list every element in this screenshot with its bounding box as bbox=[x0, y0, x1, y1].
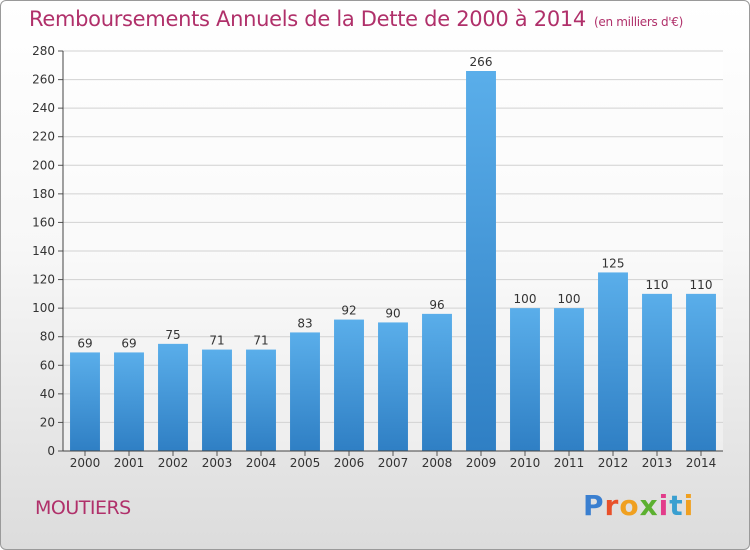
commune-name: MOUTIERS bbox=[35, 497, 131, 519]
chart-title: Remboursements Annuels de la Dette de 20… bbox=[29, 7, 683, 31]
data-label-2010: 100 bbox=[514, 292, 537, 306]
x-tick-label-2007: 2007 bbox=[378, 456, 409, 470]
axes: 0 20 40 60 80 100 120 140 160 180 200 220 240 260 280 2… bbox=[32, 44, 723, 470]
chart-title-text: Remboursements Annuels de la Dette de 20… bbox=[29, 7, 586, 31]
y-tick-label: 40 bbox=[40, 387, 55, 401]
data-label-2005: 83 bbox=[297, 316, 312, 330]
data-label-2008: 96 bbox=[429, 298, 444, 312]
y-tick-label: 120 bbox=[32, 273, 55, 287]
bar-2001 bbox=[114, 352, 144, 451]
y-tick-label: 160 bbox=[32, 215, 55, 229]
data-label-2003: 71 bbox=[209, 334, 224, 348]
data-label-2012: 125 bbox=[602, 256, 625, 270]
bar-2013 bbox=[642, 293, 672, 451]
bar-2005 bbox=[290, 332, 320, 451]
proxiti-logo: Proxiti bbox=[583, 489, 694, 522]
y-tick-label: 280 bbox=[32, 44, 55, 58]
bar-2012 bbox=[598, 272, 628, 451]
logo-letter: x bbox=[639, 489, 659, 522]
x-tick-label-2014: 2014 bbox=[686, 456, 717, 470]
x-tick-label-2010: 2010 bbox=[510, 456, 541, 470]
y-tick-label: 180 bbox=[32, 187, 55, 201]
y-tick-label: 140 bbox=[32, 244, 55, 258]
bar-2014 bbox=[686, 293, 716, 451]
data-label-2011: 100 bbox=[558, 292, 581, 306]
x-tick-label-2000: 2000 bbox=[70, 456, 101, 470]
x-tick-label-2003: 2003 bbox=[202, 456, 233, 470]
y-tick-label: 80 bbox=[40, 330, 55, 344]
bar-2006 bbox=[334, 319, 364, 451]
bar-2009 bbox=[466, 71, 496, 451]
bar-2007 bbox=[378, 322, 408, 451]
logo-letter: i bbox=[658, 489, 670, 522]
bar-2010 bbox=[510, 308, 540, 451]
x-tick-label-2001: 2001 bbox=[114, 456, 145, 470]
x-tick-label-2012: 2012 bbox=[598, 456, 629, 470]
bar-2000 bbox=[70, 352, 100, 451]
y-tick-label: 220 bbox=[32, 130, 55, 144]
bar-2003 bbox=[202, 349, 232, 451]
logo-letter: o bbox=[619, 489, 640, 522]
logo-letter: r bbox=[604, 489, 620, 522]
y-tick-label: 60 bbox=[40, 358, 55, 372]
logo-letter: P bbox=[583, 489, 605, 522]
bars: 69 69 75 71 71 83 92 90 96 266 100 100 125 110 110 bbox=[70, 55, 716, 451]
logo-letter: i bbox=[683, 489, 695, 522]
y-tick-label: 20 bbox=[40, 415, 55, 429]
data-label-2001: 69 bbox=[121, 336, 136, 350]
bar-2004 bbox=[246, 349, 276, 451]
y-tick-label: 100 bbox=[32, 301, 55, 315]
data-label-2009: 266 bbox=[470, 55, 493, 69]
x-tick-label-2002: 2002 bbox=[158, 456, 189, 470]
y-tick-label: 0 bbox=[47, 444, 55, 458]
y-tick-label: 240 bbox=[32, 101, 55, 115]
data-label-2014: 110 bbox=[690, 278, 713, 292]
bar-2002 bbox=[158, 343, 188, 451]
x-tick-label-2004: 2004 bbox=[246, 456, 277, 470]
y-tick-label: 260 bbox=[32, 73, 55, 87]
x-tick-label-2006: 2006 bbox=[334, 456, 365, 470]
x-tick-label-2011: 2011 bbox=[554, 456, 585, 470]
bar-2008 bbox=[422, 313, 452, 451]
data-label-2007: 90 bbox=[385, 306, 400, 320]
data-label-2013: 110 bbox=[646, 278, 669, 292]
data-label-2002: 75 bbox=[165, 328, 180, 342]
y-tick-label: 200 bbox=[32, 158, 55, 172]
x-tick-label-2009: 2009 bbox=[466, 456, 497, 470]
x-tick-label-2008: 2008 bbox=[422, 456, 453, 470]
chart-subtitle: (en milliers d'€) bbox=[594, 15, 684, 29]
logo-letter: t bbox=[669, 489, 684, 522]
x-tick-label-2005: 2005 bbox=[290, 456, 321, 470]
x-tick-label-2013: 2013 bbox=[642, 456, 673, 470]
data-label-2000: 69 bbox=[77, 336, 92, 350]
data-label-2006: 92 bbox=[341, 304, 356, 318]
data-label-2004: 71 bbox=[253, 334, 268, 348]
bar-2011 bbox=[554, 308, 584, 451]
